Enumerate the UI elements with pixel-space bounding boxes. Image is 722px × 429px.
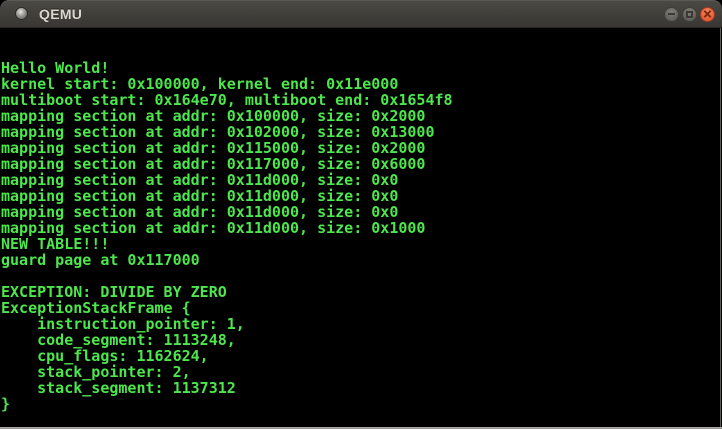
terminal-line: mapping section at addr: 0x102000, size:… <box>1 123 435 141</box>
terminal-line: stack_pointer: 2, <box>1 363 191 381</box>
terminal-line: multiboot start: 0x164e70, multiboot end… <box>1 91 453 109</box>
terminal-line <box>1 412 720 427</box>
terminal-line <box>1 268 720 284</box>
terminal-line: mapping section at addr: 0x11d000, size:… <box>1 171 399 189</box>
minimize-button[interactable] <box>664 6 679 22</box>
terminal-line: mapping section at addr: 0x115000, size:… <box>1 139 426 157</box>
window-bottom-border <box>0 427 722 429</box>
window-title: QEMU <box>39 5 83 22</box>
terminal-line <box>1 28 720 44</box>
terminal-line: guard page at 0x117000 <box>1 251 200 269</box>
terminal-line: ExceptionStackFrame { <box>1 299 191 317</box>
terminal-line: code_segment: 1113248, <box>1 331 236 349</box>
terminal-line: } <box>1 395 11 413</box>
terminal-screen[interactable]: Hello World! kernel start: 0x100000, kern… <box>0 28 721 427</box>
terminal-line <box>1 44 720 60</box>
terminal-line: mapping section at addr: 0x11d000, size:… <box>1 219 426 237</box>
close-icon <box>703 10 712 19</box>
terminal-line: EXCEPTION: DIVIDE BY ZERO <box>1 283 227 301</box>
qemu-window-icon <box>15 7 28 20</box>
terminal-line: NEW TABLE!!! <box>1 235 110 253</box>
minimize-icon <box>668 13 675 15</box>
maximize-button[interactable] <box>682 6 697 22</box>
terminal-line: stack_segment: 1137312 <box>1 379 236 397</box>
terminal-line: mapping section at addr: 0x117000, size:… <box>1 155 426 173</box>
terminal-line: mapping section at addr: 0x11d000, size:… <box>1 203 399 221</box>
terminal-line: Hello World! <box>1 59 110 77</box>
terminal-line: mapping section at addr: 0x11d000, size:… <box>1 187 399 205</box>
close-button[interactable] <box>700 6 715 22</box>
titlebar[interactable]: QEMU <box>0 0 722 28</box>
maximize-icon <box>686 10 693 18</box>
terminal-line: cpu_flags: 1162624, <box>1 347 209 365</box>
window-controls <box>664 0 715 28</box>
terminal-line: mapping section at addr: 0x100000, size:… <box>1 107 426 125</box>
terminal-line: instruction_pointer: 1, <box>1 315 245 333</box>
terminal-line: kernel start: 0x100000, kernel end: 0x11… <box>1 75 399 93</box>
